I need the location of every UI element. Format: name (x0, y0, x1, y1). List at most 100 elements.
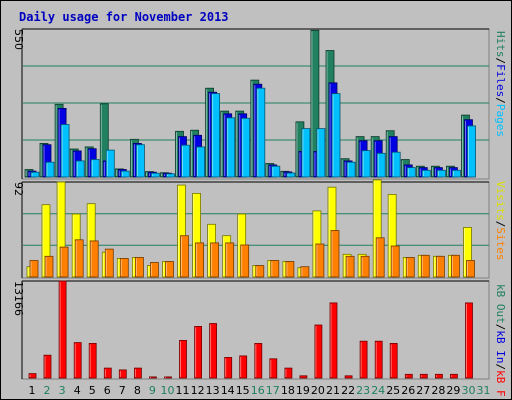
bar-pages-day-9 (150, 172, 160, 178)
legend-middle: Visits/Sites (494, 181, 507, 261)
bar-sites-day-4 (74, 239, 84, 278)
bar-pages-day-24 (376, 152, 386, 178)
bar-kb-f-day-5 (88, 342, 97, 379)
bar-kb-f-day-26 (404, 373, 413, 379)
bar-kb-f-day-10 (164, 376, 172, 379)
bar-sites-day-5 (89, 240, 99, 278)
bar-pages-day-1 (30, 171, 40, 178)
legend-files: Files (494, 64, 507, 97)
x-tick-label: 27 (416, 384, 430, 397)
bar-pages-day-5 (90, 159, 100, 178)
legend-bottom: kB Out/kB In/kB F (494, 284, 507, 397)
bar-sites-day-17 (270, 260, 280, 278)
bar-pages-day-16 (256, 87, 266, 178)
bar-sites-day-20 (315, 243, 325, 278)
bar-pages-day-15 (241, 117, 251, 178)
bar-kb-f-day-28 (434, 373, 443, 379)
bar-pages-day-22 (346, 161, 356, 178)
bar-pages-day-14 (226, 117, 236, 178)
bar-sites-day-8 (134, 256, 144, 278)
bar-pages-day-7 (120, 170, 130, 178)
panel-kbytes: 13166 (12, 280, 490, 380)
panel-kbytes-ymax-label: 13166 (12, 281, 25, 316)
x-tick-label: 20 (311, 384, 325, 397)
bar-pages-day-8 (135, 144, 145, 178)
bar-sites-day-13 (210, 242, 220, 278)
legend-sep-4: / (494, 324, 507, 331)
legend-sep-5: / (494, 364, 507, 371)
bar-pages-day-30 (467, 125, 476, 178)
bar-sites-day-6 (104, 248, 114, 278)
bar-pages-day-3 (60, 124, 70, 178)
bar-pages-day-17 (271, 165, 281, 178)
bar-kb-f-day-18 (284, 367, 293, 379)
panel-hits: 550 (12, 28, 490, 180)
legend-kb-f: kB F (494, 370, 507, 397)
bar-kb-f-day-22 (344, 375, 353, 379)
x-tick-label: 19 (296, 384, 310, 397)
bar-sites-day-24 (375, 237, 385, 278)
bar-sites-day-19 (300, 266, 310, 278)
x-tick-label: 17 (266, 384, 280, 397)
legend-sep-1: / (494, 58, 507, 65)
bar-sites-day-3 (59, 246, 69, 278)
x-tick-label: 26 (401, 384, 415, 397)
x-tick-label: 29 (446, 384, 460, 397)
bar-pages-day-28 (436, 169, 446, 178)
bar-pages-day-23 (361, 150, 371, 178)
x-tick-label: 9 (149, 384, 156, 397)
x-tick-label: 12 (191, 384, 205, 397)
x-tick-label: 30 (462, 384, 476, 397)
bar-sites-day-30 (466, 260, 475, 278)
bar-kb-f-day-13 (209, 323, 218, 379)
x-tick-label: 31 (477, 384, 491, 397)
x-tick-label: 14 (221, 384, 235, 397)
bar-pages-day-12 (196, 146, 206, 178)
bar-pages-day-11 (181, 144, 190, 178)
x-tick-label: 10 (161, 384, 175, 397)
bar-pages-day-20 (316, 128, 326, 178)
bar-sites-day-27 (420, 254, 430, 278)
panel-hits-ymax-label: 550 (12, 29, 25, 50)
bar-kb-f-day-20 (314, 324, 323, 379)
bar-sites-day-22 (345, 255, 355, 278)
bar-kb-f-day-17 (269, 358, 278, 379)
bar-sites-day-7 (119, 257, 129, 278)
bar-kb-f-day-19 (299, 375, 308, 379)
legend-sep-3: / (494, 221, 507, 228)
bar-kb-f-day-30 (465, 302, 473, 379)
bar-sites-day-21 (330, 230, 340, 278)
bar-sites-day-15 (240, 244, 250, 278)
bar-sites-day-10 (165, 261, 174, 278)
bar-pages-day-27 (421, 169, 431, 178)
legend-kb-out: kB Out (494, 284, 507, 324)
x-tick-label: 16 (251, 384, 265, 397)
legend-top: Hits/Files/Pages (494, 31, 507, 137)
legend-sep-2: / (494, 97, 507, 104)
x-tick-label: 18 (281, 384, 295, 397)
x-tick-label: 25 (386, 384, 400, 397)
x-tick-label: 21 (326, 384, 340, 397)
x-tick-label: 13 (206, 384, 220, 397)
bar-kb-f-day-3 (58, 280, 67, 379)
bar-kb-f-day-25 (389, 342, 398, 379)
bar-kb-f-day-16 (254, 342, 263, 379)
bar-sites-day-28 (435, 255, 445, 278)
bar-kb-f-day-11 (179, 339, 187, 379)
bar-pages-day-21 (331, 93, 341, 178)
x-tick-label: 24 (371, 384, 385, 397)
x-tick-label: 4 (74, 384, 81, 397)
x-tick-label: 11 (176, 384, 190, 397)
bar-sites-day-9 (149, 262, 159, 278)
x-tick-label: 3 (59, 384, 66, 397)
x-tick-label: 22 (341, 384, 355, 397)
bar-kb-f-day-29 (449, 373, 458, 379)
bar-sites-day-25 (390, 245, 400, 278)
bar-pages-day-25 (391, 151, 401, 178)
legend-visits: Visits (494, 181, 507, 221)
bar-pages-day-4 (75, 160, 85, 178)
panel-visits-ymax-label: 92 (12, 182, 25, 196)
x-tick-label: 15 (236, 384, 250, 397)
